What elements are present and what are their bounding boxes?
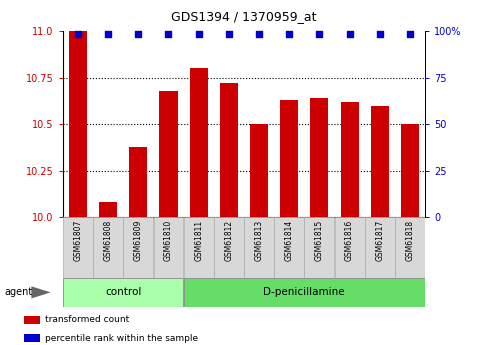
Bar: [250, 124, 268, 217]
Text: GSM61813: GSM61813: [255, 220, 264, 261]
Text: GSM61815: GSM61815: [315, 220, 324, 261]
Text: GSM61808: GSM61808: [103, 220, 113, 261]
Bar: [401, 124, 419, 217]
Point: [104, 31, 112, 37]
Text: GSM61814: GSM61814: [284, 220, 294, 261]
Bar: [189, 68, 208, 217]
Bar: [93, 217, 123, 278]
Point: [195, 31, 202, 37]
Bar: [365, 217, 395, 278]
Point: [134, 31, 142, 37]
Bar: [304, 217, 334, 278]
Polygon shape: [31, 286, 51, 298]
Bar: [280, 100, 298, 217]
Text: GSM61809: GSM61809: [134, 220, 143, 261]
Bar: [341, 102, 358, 217]
Bar: [311, 98, 328, 217]
Point: [74, 31, 82, 37]
Point: [376, 31, 384, 37]
Text: GSM61811: GSM61811: [194, 220, 203, 261]
Bar: [69, 31, 87, 217]
Point: [165, 31, 172, 37]
Bar: [395, 217, 425, 278]
Text: GSM61812: GSM61812: [224, 220, 233, 261]
Text: GSM61807: GSM61807: [73, 220, 83, 261]
Point: [346, 31, 354, 37]
Point: [255, 31, 263, 37]
Bar: [184, 217, 213, 278]
Text: GSM61816: GSM61816: [345, 220, 354, 261]
Point: [406, 31, 414, 37]
Bar: [24, 334, 41, 343]
Bar: [371, 106, 389, 217]
Bar: [154, 217, 184, 278]
Bar: [63, 278, 184, 307]
Text: control: control: [105, 287, 142, 297]
Bar: [129, 147, 147, 217]
Bar: [99, 203, 117, 217]
Point: [315, 31, 323, 37]
Text: percentile rank within the sample: percentile rank within the sample: [45, 334, 198, 343]
Point: [225, 31, 233, 37]
Bar: [244, 217, 274, 278]
Bar: [274, 217, 304, 278]
Point: [285, 31, 293, 37]
Bar: [159, 91, 178, 217]
Bar: [24, 316, 41, 324]
Text: agent: agent: [5, 287, 33, 297]
Text: transformed count: transformed count: [45, 315, 129, 324]
Bar: [123, 217, 153, 278]
Text: GSM61818: GSM61818: [405, 220, 414, 261]
Text: GSM61817: GSM61817: [375, 220, 384, 261]
Bar: [220, 83, 238, 217]
Bar: [184, 278, 425, 307]
Bar: [214, 217, 244, 278]
Text: GSM61810: GSM61810: [164, 220, 173, 261]
Bar: [63, 217, 93, 278]
Text: GDS1394 / 1370959_at: GDS1394 / 1370959_at: [171, 10, 317, 23]
Text: D-penicillamine: D-penicillamine: [264, 287, 345, 297]
Bar: [335, 217, 365, 278]
